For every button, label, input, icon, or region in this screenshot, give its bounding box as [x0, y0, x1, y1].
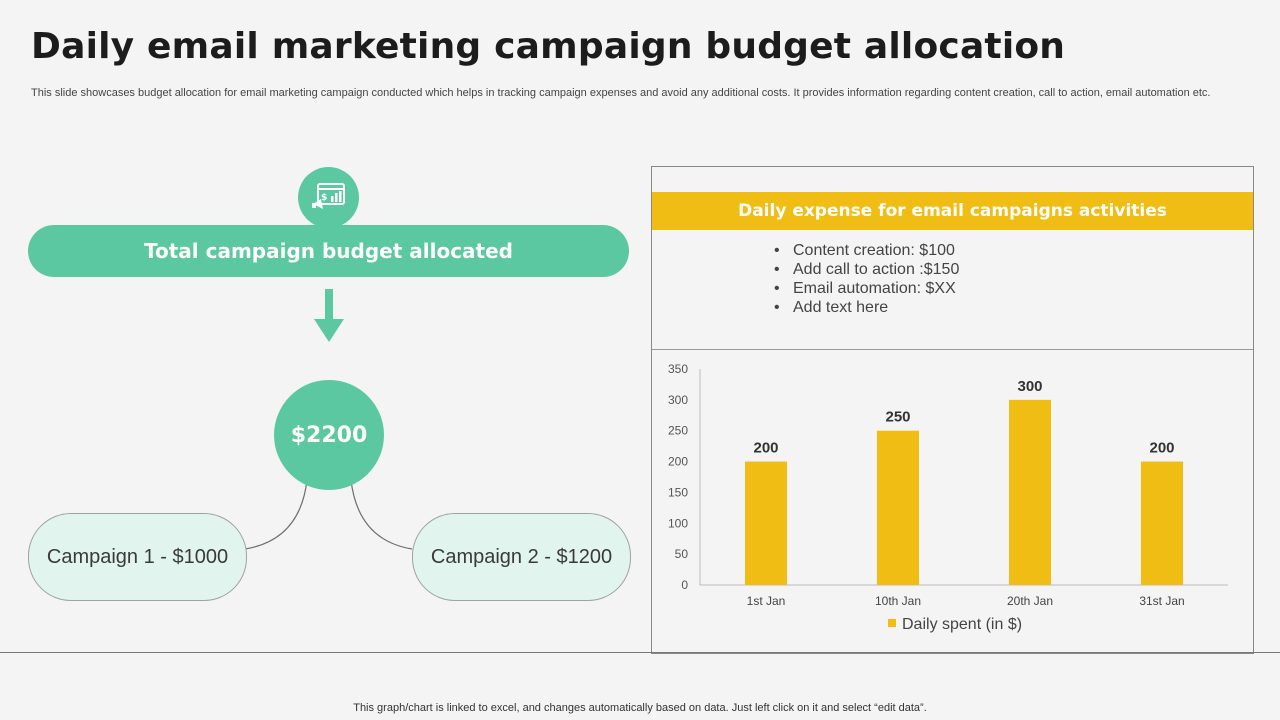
bar — [1141, 461, 1183, 585]
expense-panel: Daily expense for email campaigns activi… — [651, 166, 1254, 654]
bar-value-label: 250 — [885, 409, 910, 426]
expense-item-call-to-action: Add call to action :$150 — [774, 260, 959, 279]
y-tick-label: 200 — [668, 455, 688, 469]
y-tick-label: 350 — [668, 362, 688, 376]
budget-chart-icon: $ — [298, 167, 359, 228]
expense-panel-header: Daily expense for email campaigns activi… — [652, 192, 1253, 230]
expense-list: Content creation: $100 Add call to actio… — [774, 241, 959, 317]
y-tick-label: 150 — [668, 485, 688, 499]
bar-value-label: 200 — [753, 440, 778, 457]
campaign-2-bubble: Campaign 2 - $1200 — [412, 513, 631, 601]
footer-note: This graph/chart is linked to excel, and… — [353, 702, 927, 714]
connector-lines — [244, 479, 413, 550]
y-tick-label: 300 — [668, 393, 688, 407]
panel-divider — [652, 349, 1253, 350]
daily-spent-bar-chart: 0 50 100 150 200 250 300 350 200 1st Jan 250 10th J… — [668, 362, 1228, 633]
footer-divider — [0, 652, 1280, 653]
x-tick-label: 10th Jan — [875, 594, 921, 608]
x-tick-label: 1st Jan — [747, 594, 786, 608]
bar — [1009, 399, 1051, 585]
expense-item-placeholder: Add text here — [774, 298, 959, 317]
total-budget-circle: $2200 — [274, 380, 384, 490]
bar — [745, 461, 787, 585]
legend-label: Daily spent (in $) — [902, 616, 1022, 633]
legend-swatch — [888, 619, 896, 627]
expense-item-email-automation: Email automation: $XX — [774, 279, 959, 298]
bar — [877, 430, 919, 585]
campaign-1-bubble: Campaign 1 - $1000 — [28, 513, 247, 601]
bar-value-label: 200 — [1149, 440, 1174, 457]
expense-item-content-creation: Content creation: $100 — [774, 241, 959, 260]
y-tick-label: 0 — [681, 578, 688, 592]
y-tick-label: 50 — [675, 547, 689, 561]
x-tick-label: 20th Jan — [1007, 594, 1053, 608]
page-subtitle: This slide showcases budget allocation f… — [31, 87, 1211, 99]
page-title: Daily email marketing campaign budget al… — [31, 26, 1066, 67]
y-tick-label: 250 — [668, 424, 688, 438]
total-budget-banner: Total campaign budget allocated — [28, 225, 629, 277]
arrow-down-icon — [314, 289, 344, 342]
y-tick-label: 100 — [668, 516, 688, 530]
bar-value-label: 300 — [1017, 378, 1042, 395]
x-tick-label: 31st Jan — [1139, 594, 1184, 608]
svg-text:$: $ — [321, 193, 327, 203]
